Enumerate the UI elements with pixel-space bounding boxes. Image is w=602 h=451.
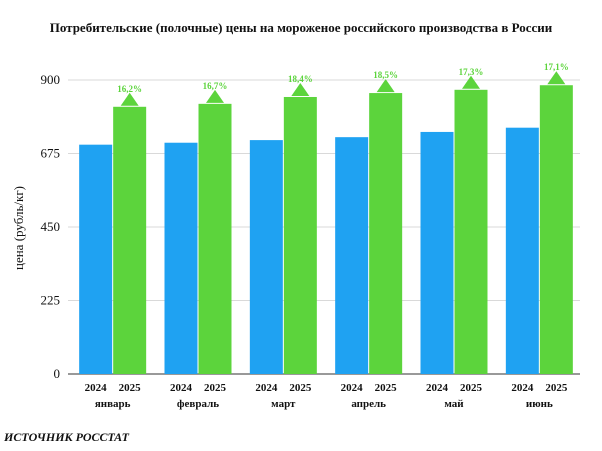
y-tick-label: 225: [41, 293, 61, 308]
bar-2025-3: [283, 96, 317, 374]
growth-label: 17,3%: [459, 67, 484, 77]
source-note: ИСТОЧНИК РОССТАТ: [4, 430, 129, 444]
bar-2025-6: [539, 85, 573, 374]
x-category-label: июнь: [526, 398, 553, 410]
y-tick-label: 0: [54, 366, 61, 381]
growth-label: 16,7%: [203, 81, 228, 91]
x-year-label: 2025: [460, 382, 483, 394]
x-category-label: январь: [95, 398, 131, 410]
bar-2025-2: [198, 103, 232, 374]
growth-marker: [120, 92, 139, 106]
x-year-label: 2024: [426, 382, 449, 394]
y-axis-title: цена (рубль/кг): [11, 186, 26, 270]
growth-marker: [206, 89, 224, 103]
x-category-label: апрель: [351, 398, 386, 410]
x-axis-labels: 2024 2025 январь 2024 2025 февраль 2024 2025 мар…: [85, 382, 568, 410]
bars: 16,2% 16,7% 18,4% 18,5% 17,3% 17,1%: [79, 62, 573, 375]
growth-marker: [547, 71, 566, 85]
x-year-label: 2025: [204, 382, 227, 394]
x-year-label: 2025: [119, 382, 142, 394]
bar-2025-5: [454, 89, 488, 375]
x-year-label: 2024: [170, 382, 193, 394]
bar-2024-6: [505, 127, 539, 375]
x-category-label: март: [271, 398, 296, 410]
x-category-label: май: [444, 398, 464, 410]
bar-2024-4: [335, 137, 369, 374]
bar-2024-5: [420, 131, 454, 374]
x-year-label: 2025: [545, 382, 568, 394]
growth-marker: [462, 75, 480, 89]
growth-marker: [291, 82, 310, 96]
gridlines: [68, 79, 580, 375]
x-year-label: 2024: [85, 382, 108, 394]
x-year-label: 2025: [289, 382, 312, 394]
growth-label: 18,5%: [373, 70, 398, 80]
x-year-label: 2024: [511, 382, 534, 394]
bar-2024-2: [164, 142, 198, 374]
y-tick-label: 900: [41, 72, 61, 87]
bar-2025-1: [113, 106, 147, 374]
growth-label: 17,1%: [544, 62, 569, 72]
y-tick-label: 450: [41, 219, 61, 234]
x-category-label: февраль: [177, 398, 219, 410]
x-year-label: 2024: [341, 382, 364, 394]
x-year-label: 2024: [255, 382, 278, 394]
x-year-label: 2025: [375, 382, 398, 394]
growth-label: 18,4%: [288, 74, 313, 84]
bar-2024-3: [249, 140, 283, 374]
y-axis: 0 225 450 675 900: [41, 72, 61, 381]
bar-2024-1: [79, 144, 113, 374]
bar-2025-4: [369, 93, 403, 375]
chart-title: Потребительские (полочные) цены на морож…: [49, 20, 553, 35]
growth-marker: [376, 79, 395, 93]
y-tick-label: 675: [41, 146, 61, 161]
growth-label: 16,2%: [117, 84, 142, 94]
